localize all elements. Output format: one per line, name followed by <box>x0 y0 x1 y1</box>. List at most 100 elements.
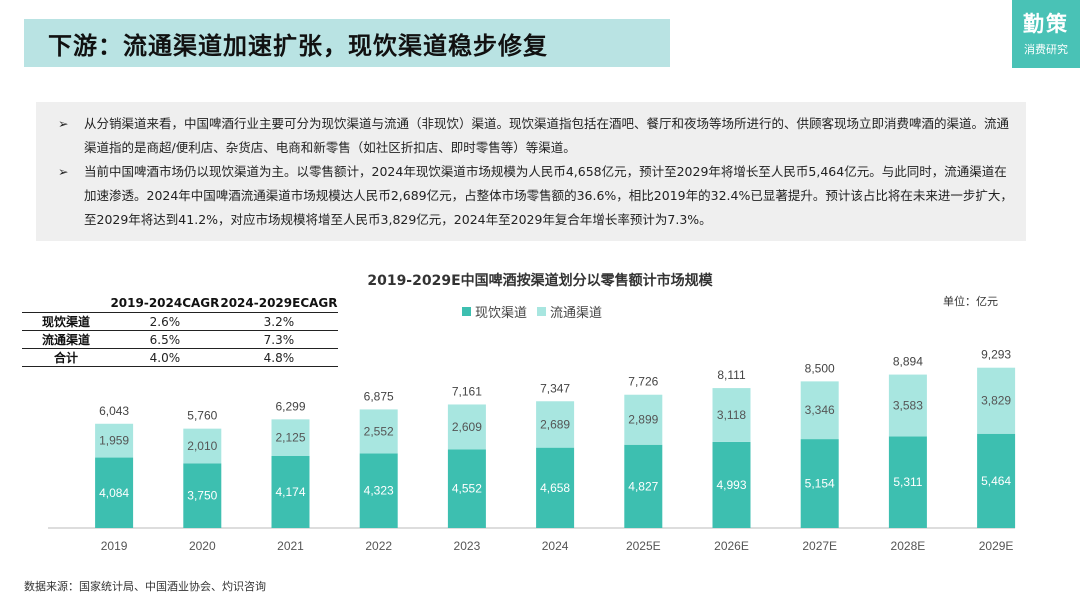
page-title: 下游：流通渠道加速扩张，现饮渠道稳步修复 <box>48 32 548 60</box>
x-tick-label: 2027E <box>802 539 837 553</box>
cagr-cell: 4.8% <box>219 348 338 367</box>
data-label-offpremise: 3,346 <box>805 403 835 417</box>
x-tick-label: 2020 <box>189 539 216 553</box>
legend-item-offpremise: 流通渠道 <box>537 302 602 321</box>
bar-offpremise <box>271 419 310 456</box>
chart-title: 2019-2029E中国啤酒按渠道划分以零售额计市场规模 <box>367 273 713 289</box>
data-label-offpremise: 2,609 <box>452 420 482 434</box>
x-tick-label: 2023 <box>454 539 481 553</box>
data-label-offpremise: 1,959 <box>99 434 129 448</box>
cagr-row-total: 合计 4.0% 4.8% <box>22 348 338 367</box>
data-label-offpremise: 3,583 <box>893 398 923 412</box>
bar-onpremise <box>888 436 927 528</box>
cagr-cell: 6.5% <box>110 330 220 349</box>
cagr-row-offpremise: 流通渠道 6.5% 7.3% <box>22 330 338 349</box>
paragraph-market: 当前中国啤酒市场仍以现饮渠道为主。以零售额计，2024年现饮渠道市场规模为人民币… <box>84 164 1013 227</box>
bullet-icon: ➢ <box>58 164 69 179</box>
bar-onpremise <box>95 457 134 528</box>
bar-offpremise <box>800 381 839 440</box>
data-label-onpremise: 4,993 <box>716 478 746 492</box>
data-label-onpremise: 5,464 <box>981 474 1011 488</box>
cagr-cell: 4.0% <box>110 348 220 367</box>
data-label-total: 9,293 <box>981 348 1011 362</box>
bar-offpremise <box>624 394 663 445</box>
title-bar: 下游：流通渠道加速扩张，现饮渠道稳步修复 <box>24 19 670 67</box>
cagr-header-2024-2029: 2024-2029ECAGR <box>220 296 338 310</box>
x-tick-label: 2029E <box>979 539 1014 553</box>
bar-offpremise <box>712 388 751 442</box>
paragraph-distribution: 从分销渠道来看，中国啤酒行业主要可分为现饮渠道与流通（非现饮）渠道。现饮渠道指包… <box>84 116 1010 155</box>
bar-onpremise <box>183 463 222 528</box>
bar-offpremise <box>359 409 398 454</box>
unit-label: 单位：亿元 <box>943 295 998 308</box>
legend-label-onpremise: 现饮渠道 <box>475 306 528 321</box>
data-label-total: 7,161 <box>452 384 482 398</box>
bar-offpremise <box>447 404 486 450</box>
data-label-onpremise: 4,084 <box>99 486 129 500</box>
legend-item-onpremise: 现饮渠道 <box>462 302 527 321</box>
data-label-onpremise: 4,658 <box>540 481 570 495</box>
bar-onpremise <box>800 439 839 528</box>
data-label-total: 7,347 <box>540 381 570 395</box>
chart-legend: 现饮渠道 流通渠道 <box>462 302 612 321</box>
data-label-offpremise: 2,552 <box>364 424 394 438</box>
data-label-offpremise: 2,125 <box>275 431 305 445</box>
bar-offpremise <box>888 374 927 437</box>
source-note: 数据来源：国家统计局、中国酒业协会、灼识咨询 <box>24 580 266 593</box>
logo-sub-text: 消费研究 <box>1024 43 1068 56</box>
data-label-onpremise: 4,552 <box>452 482 482 496</box>
cagr-row-label: 流通渠道 <box>22 330 110 349</box>
x-tick-label: 2024 <box>542 539 569 553</box>
x-tick-label: 2019 <box>101 539 128 553</box>
x-tick-label: 2021 <box>277 539 304 553</box>
cagr-row-onpremise: 现饮渠道 2.6% 3.2% <box>22 312 338 331</box>
data-label-onpremise: 3,750 <box>187 489 217 503</box>
x-tick-label: 2026E <box>714 539 749 553</box>
data-label-total: 5,760 <box>187 409 217 423</box>
bar-onpremise <box>712 441 751 528</box>
cagr-cell: 2.6% <box>110 312 220 331</box>
bar-onpremise <box>977 433 1016 528</box>
bullet-icon: ➢ <box>58 116 69 131</box>
legend-swatch-offpremise <box>537 307 547 316</box>
data-label-total: 7,726 <box>628 375 658 389</box>
x-tick-label: 2028E <box>891 539 926 553</box>
legend-label-offpremise: 流通渠道 <box>550 306 603 321</box>
cagr-cell: 3.2% <box>219 312 338 331</box>
bar-onpremise <box>536 447 575 528</box>
logo-main-text: 勤策 <box>1023 12 1069 36</box>
data-label-offpremise: 2,010 <box>187 439 217 453</box>
cagr-row-label: 合计 <box>22 348 110 367</box>
bar-offpremise <box>977 367 1016 434</box>
bar-onpremise <box>271 455 310 528</box>
data-label-total: 6,299 <box>275 399 305 413</box>
data-label-offpremise: 3,829 <box>981 394 1011 408</box>
bar-offpremise <box>183 428 222 464</box>
data-label-offpremise: 2,689 <box>540 417 570 431</box>
brand-logo: 勤策 消费研究 <box>1012 0 1080 68</box>
data-label-onpremise: 5,311 <box>893 475 922 489</box>
data-label-total: 6,043 <box>99 404 129 418</box>
data-label-total: 8,894 <box>893 355 923 369</box>
cagr-row-label: 现饮渠道 <box>22 312 110 331</box>
x-tick-label: 2022 <box>365 539 392 553</box>
bar-onpremise <box>359 453 398 528</box>
bar-offpremise <box>536 401 575 448</box>
cagr-cell: 7.3% <box>219 330 338 349</box>
data-label-onpremise: 5,154 <box>805 477 835 491</box>
data-label-total: 8,111 <box>717 368 746 382</box>
bar-onpremise <box>624 444 663 528</box>
data-label-offpremise: 2,899 <box>628 413 658 427</box>
bar-offpremise <box>95 423 134 458</box>
data-label-onpremise: 4,827 <box>628 479 658 493</box>
x-tick-label: 2025E <box>626 539 661 553</box>
summary-box: ➢ 从分销渠道来看，中国啤酒行业主要可分为现饮渠道与流通（非现饮）渠道。现饮渠道… <box>36 102 1026 241</box>
data-label-offpremise: 3,118 <box>717 408 746 422</box>
data-label-total: 8,500 <box>805 361 835 375</box>
cagr-table: 2019-2024CAGR 2024-2029ECAGR 现饮渠道 2.6% 3… <box>22 294 338 367</box>
data-label-onpremise: 4,323 <box>364 484 394 498</box>
data-label-total: 6,875 <box>364 389 394 403</box>
cagr-header-2019-2024: 2019-2024CAGR <box>110 296 220 310</box>
legend-swatch-onpremise <box>462 307 471 316</box>
